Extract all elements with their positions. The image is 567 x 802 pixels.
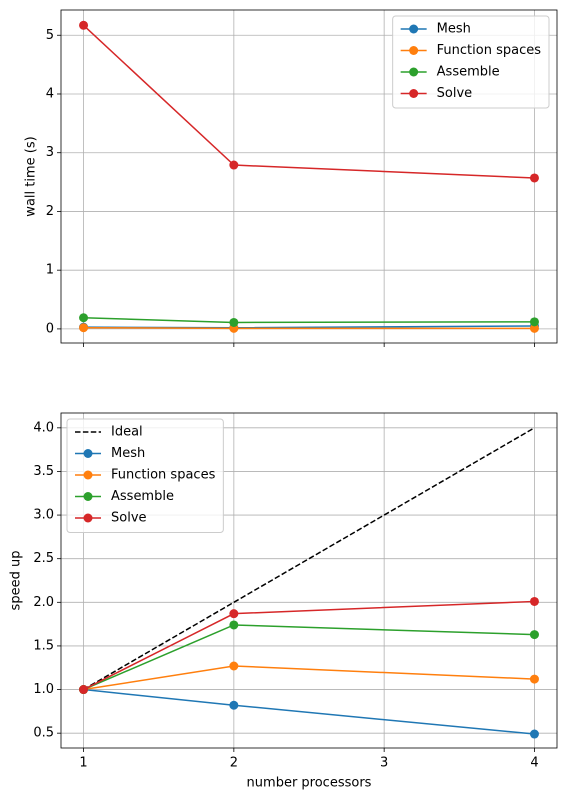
marker — [529, 173, 539, 183]
y-tick-label: 1.0 — [33, 682, 54, 697]
marker — [529, 323, 539, 333]
legend-label: Function spaces — [437, 43, 542, 58]
marker — [79, 685, 89, 695]
y-tick-label: 0.5 — [33, 726, 54, 741]
axes-frame — [60, 412, 558, 749]
legend-label: Ideal — [111, 425, 143, 440]
legend-item: Mesh — [75, 446, 145, 461]
legend-box — [392, 15, 550, 109]
x-tick-label: 3 — [380, 756, 388, 771]
legend-item: Solve — [75, 511, 147, 526]
legend-label: Mesh — [437, 22, 471, 37]
legend-label: Solve — [111, 511, 147, 526]
line — [83, 665, 535, 691]
legend-marker — [83, 492, 93, 501]
legend-label: Function spaces — [111, 468, 216, 483]
y-tick-label: 3.0 — [33, 508, 54, 523]
marker — [79, 313, 89, 323]
y-tick-label: 2 — [46, 204, 54, 219]
y-tick-label: 3.5 — [33, 464, 54, 479]
y-tick-label: 2.0 — [33, 595, 54, 610]
legend-marker — [409, 46, 419, 55]
legend-box — [66, 418, 224, 533]
legend-marker — [409, 89, 419, 98]
legend-marker — [83, 470, 93, 480]
x-axis-label: number processors — [247, 776, 372, 791]
y-tick-label: 4.0 — [33, 420, 54, 435]
marker — [529, 674, 539, 684]
line — [83, 688, 535, 735]
legend-label: Solve — [437, 86, 473, 101]
line — [83, 326, 535, 330]
y-axis-label: wall time (s) — [24, 136, 39, 216]
y-tick-label: 1.5 — [33, 638, 54, 653]
legend-label: Assemble — [437, 65, 500, 80]
axes-frame — [60, 9, 558, 344]
legend-marker — [409, 67, 419, 77]
legend: Mesh Function spaces Assemble Solve — [392, 15, 550, 109]
x-tick-label: 2 — [230, 756, 238, 771]
marker — [529, 317, 539, 327]
marker — [229, 700, 239, 710]
legend-item: Ideal — [75, 425, 143, 440]
y-tick-label: 4 — [46, 86, 54, 101]
x-tick-label: 4 — [530, 756, 538, 771]
line — [83, 316, 535, 324]
x-tick-label: 1 — [79, 756, 87, 771]
legend-item: Function spaces — [400, 43, 542, 58]
marker — [229, 160, 239, 170]
marker — [229, 609, 239, 619]
y-tick-label: 5 — [46, 28, 54, 43]
legend: Ideal Mesh Function spaces Assemble Solve — [66, 418, 224, 533]
legend-item: Mesh — [400, 22, 471, 37]
y-tick-label: 2.5 — [33, 551, 54, 566]
legend-marker — [83, 449, 93, 458]
legend-marker — [409, 24, 419, 34]
marker — [79, 323, 89, 333]
line — [83, 624, 535, 691]
legend-item: Solve — [400, 86, 473, 101]
marker — [529, 630, 539, 640]
legend-marker — [83, 513, 93, 523]
marker — [229, 317, 239, 327]
y-axis-label: speed up — [9, 551, 24, 611]
y-tick-label: 1 — [46, 263, 54, 278]
legend-item: Function spaces — [75, 468, 216, 483]
marker — [79, 20, 89, 30]
y-tick-label: 3 — [46, 145, 54, 160]
legend-label: Assemble — [111, 489, 174, 504]
legend-label: Mesh — [111, 446, 145, 461]
marker — [229, 661, 239, 671]
marker — [529, 729, 539, 739]
marker — [529, 596, 539, 606]
line — [83, 427, 535, 691]
legend-item: Assemble — [400, 65, 500, 80]
chart: 1 2 3 4 0.5 1.0 1.5 2.0 2.5 3.0 3.5 4.0 speed up numb… — [9, 412, 558, 791]
chart: 0 1 2 3 4 5 wall time (s) Mesh Function spaces As… — [24, 9, 558, 347]
legend-item: Assemble — [75, 489, 174, 504]
marker — [229, 620, 239, 630]
y-tick-label: 0 — [46, 321, 54, 336]
